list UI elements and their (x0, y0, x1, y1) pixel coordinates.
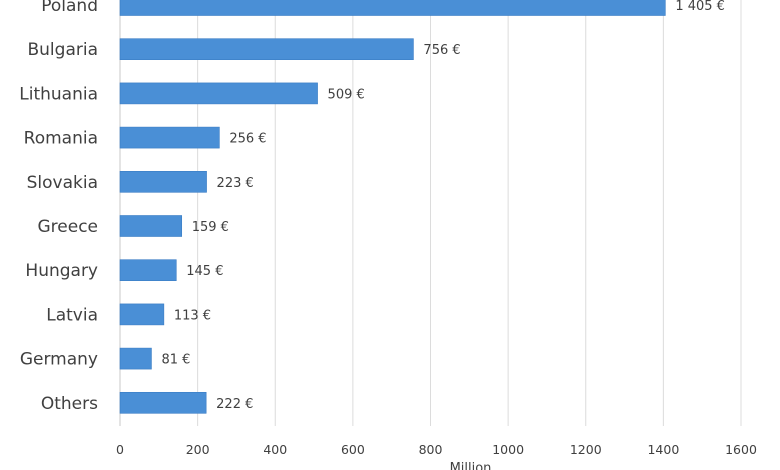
value-label: 509 € (328, 87, 365, 102)
category-label: Hungary (25, 261, 98, 281)
category-label: Germany (20, 350, 98, 370)
value-labels: 1 405 € 756 € 509 € 256 € 223 € 159 € 145 € 113… (161, 0, 725, 412)
category-label: Bulgaria (28, 40, 99, 60)
gridlines (119, 0, 742, 426)
value-label: 159 € (192, 220, 229, 235)
category-label: Others (41, 394, 98, 414)
x-axis-title: Million (450, 461, 492, 470)
value-label: 256 € (229, 132, 266, 147)
value-label: 756 € (423, 43, 460, 58)
bars (119, 0, 666, 414)
value-label: 1 405 € (675, 0, 725, 14)
x-tick-label: 1000 (492, 442, 524, 457)
bar-germany (119, 347, 152, 370)
value-label: 81 € (161, 353, 190, 368)
x-axis-ticks: 0 200 400 600 800 1000 1200 1400 1600 (116, 442, 757, 457)
value-label: 145 € (186, 264, 223, 279)
x-tick-label: 1600 (725, 442, 757, 457)
x-tick-label: 0 (116, 442, 124, 457)
bar-greece (119, 215, 183, 237)
bar-bulgaria (119, 38, 414, 61)
category-label: Latvia (46, 305, 98, 325)
bar-hungary (119, 259, 177, 282)
value-label: 113 € (174, 308, 211, 323)
x-tick-label: 1200 (570, 442, 602, 457)
x-tick-label: 800 (419, 442, 443, 457)
x-tick-label: 600 (341, 442, 365, 457)
bar-latvia (119, 303, 165, 326)
bar-lithuania (119, 82, 318, 105)
category-label: Greece (37, 217, 98, 237)
value-label: 222 € (216, 397, 253, 412)
bar-poland (119, 0, 666, 16)
category-label: Romania (24, 129, 98, 149)
category-label: Lithuania (19, 84, 98, 104)
x-tick-label: 200 (186, 442, 210, 457)
bar-others (119, 391, 207, 414)
category-label: Poland (41, 0, 98, 16)
bar-slovakia (119, 171, 207, 193)
bar-romania (119, 126, 220, 149)
category-labels: Poland Bulgaria Lithuania Romania Slovakia Gr… (19, 0, 98, 414)
category-label: Slovakia (27, 173, 98, 193)
x-tick-label: 1400 (647, 442, 679, 457)
x-tick-label: 400 (263, 442, 287, 457)
value-label: 223 € (217, 176, 254, 191)
